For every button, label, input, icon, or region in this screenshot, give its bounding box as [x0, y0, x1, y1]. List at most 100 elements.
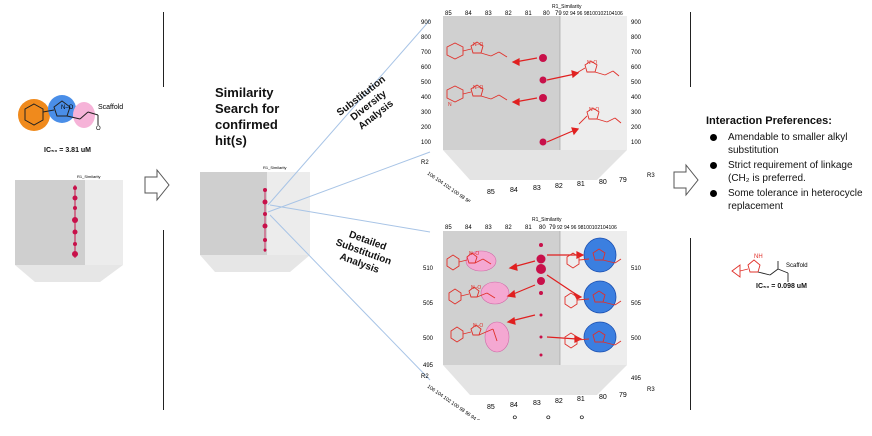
floor-panel	[443, 365, 627, 395]
svg-text:85: 85	[487, 404, 495, 411]
side-panel	[560, 16, 627, 150]
preference-item: Strict requirement of linkage (CH₂ is pr…	[706, 159, 866, 185]
right-top-ticks: 92 94 96 98100102104106	[563, 11, 623, 17]
svg-text:79: 79	[549, 225, 556, 231]
preferences-list: Amendable to smaller alkyl substitution …	[706, 131, 866, 215]
divider	[690, 238, 691, 410]
svg-text:81: 81	[577, 396, 585, 403]
optimized-molecule: NH Scaffold	[731, 254, 808, 282]
y-tick-labels-right: 900 800 700 600 500 400 300 200 100	[631, 20, 642, 146]
diversity-points	[539, 54, 547, 146]
svg-text:200: 200	[631, 125, 642, 131]
hit-ic50: IC₅₀ = 3.81 uM	[44, 147, 92, 154]
svg-text:510: 510	[631, 266, 642, 272]
axis-r3-label: R3	[647, 173, 655, 179]
scaffold-label: Scaffold	[786, 263, 808, 269]
svg-text:505: 505	[631, 301, 642, 307]
detailed-3d-plot: R1_Similarity 85 84 83 82 81 80 79 92 94…	[421, 217, 655, 420]
detailed-molecules	[446, 248, 622, 349]
right-top-ticks: 92 94 96 98100102104106	[557, 225, 617, 231]
y-tick-labels-left: 900 800 700 600 500 400 300 200 100	[421, 20, 432, 146]
detailed-arrows	[506, 251, 585, 343]
svg-text:83: 83	[533, 185, 541, 192]
scaffold-label: Scaffold	[98, 104, 123, 111]
svg-text:700: 700	[631, 50, 642, 56]
plot-title: R1_Similarity	[77, 174, 101, 179]
svg-text:500: 500	[631, 80, 642, 86]
n-o-label: N–O	[61, 105, 74, 111]
svg-text:82: 82	[555, 398, 563, 405]
svg-text:510: 510	[423, 266, 434, 272]
svg-text:500: 500	[423, 336, 434, 342]
svg-text:900: 900	[421, 20, 432, 26]
y-tick-labels-right: 510 505 500 495	[631, 266, 642, 382]
svg-text:500: 500	[631, 336, 642, 342]
svg-text:84: 84	[465, 11, 472, 17]
divider	[690, 12, 691, 87]
molecule-atom-labels: N–O N–O N–O N–O N	[448, 42, 599, 113]
svg-text:N–O: N–O	[473, 85, 483, 91]
svg-text:85: 85	[487, 189, 495, 196]
svg-text:500: 500	[421, 80, 432, 86]
bottom-tick-labels: 85 84 83 82 81 80 79	[487, 392, 627, 411]
similarity-search-title: Similarity Search for confirmed hit(s)	[215, 85, 280, 148]
svg-text:495: 495	[631, 376, 642, 382]
svg-text:700: 700	[421, 50, 432, 56]
svg-text:495: 495	[423, 363, 434, 369]
svg-text:84: 84	[510, 187, 518, 194]
svg-text:300: 300	[631, 110, 642, 116]
top-tick-labels: 85 84 83 82 81 80 79	[445, 225, 556, 231]
svg-text:81: 81	[525, 11, 532, 17]
top-tick-labels: 85 84 83 82 81 80 79	[445, 11, 562, 17]
svg-text:100: 100	[421, 140, 432, 146]
detailed-points	[536, 243, 546, 357]
svg-text:200: 200	[421, 125, 432, 131]
svg-text:83: 83	[485, 225, 492, 231]
axis-r2-label: R2	[421, 160, 429, 166]
ellipsis-dots: ° ° °	[512, 412, 597, 428]
svg-text:80: 80	[543, 11, 550, 17]
plot-title: R1_Similarity	[552, 4, 582, 10]
nh-label: NH	[754, 254, 763, 260]
svg-text:N–O: N–O	[473, 42, 483, 48]
svg-text:80: 80	[539, 225, 546, 231]
svg-text:N–O: N–O	[589, 107, 599, 113]
svg-text:79: 79	[555, 11, 562, 17]
preferences-title: Interaction Preferences:	[706, 115, 832, 127]
back-panel	[15, 180, 85, 265]
svg-text:79: 79	[619, 392, 627, 399]
diversity-3d-plot: R1_Similarity 85 84 83 82 81 80 79 92 94…	[421, 4, 655, 202]
svg-text:300: 300	[421, 110, 432, 116]
preference-item: Amendable to smaller alkyl substitution	[706, 131, 866, 157]
svg-text:80: 80	[599, 394, 607, 401]
axis-r2-label: R2	[421, 374, 429, 380]
hit-3d-plot: R1_Similarity	[15, 174, 123, 282]
triazole-ring	[747, 259, 761, 273]
svg-text:600: 600	[631, 65, 642, 71]
cyclopropyl-ring	[731, 264, 741, 278]
hit-molecule: N–O O Scaffold	[18, 95, 123, 132]
svg-text:800: 800	[421, 35, 432, 41]
svg-text:800: 800	[631, 35, 642, 41]
svg-text:N–O: N–O	[469, 251, 479, 257]
svg-text:900: 900	[631, 20, 642, 26]
svg-text:N–O: N–O	[587, 60, 597, 66]
svg-text:83: 83	[533, 400, 541, 407]
similarity-3d-plot: R1_Similarity	[200, 165, 310, 272]
svg-text:600: 600	[421, 65, 432, 71]
carbonyl-o-label: O	[96, 126, 101, 132]
svg-text:84: 84	[510, 402, 518, 409]
floor-panel	[15, 265, 123, 282]
svg-text:81: 81	[577, 181, 585, 188]
svg-text:82: 82	[555, 183, 563, 190]
svg-text:85: 85	[445, 11, 452, 17]
diversity-arrows	[511, 57, 580, 143]
svg-text:400: 400	[421, 95, 432, 101]
svg-text:N–O: N–O	[471, 285, 481, 291]
plot-title: R1_Similarity	[532, 217, 562, 223]
optimized-ic50: IC₅₀ = 0.098 uM	[756, 283, 807, 290]
plot-title: R1_Similarity	[263, 165, 287, 170]
svg-text:N–O: N–O	[473, 323, 483, 329]
svg-text:84: 84	[465, 225, 472, 231]
